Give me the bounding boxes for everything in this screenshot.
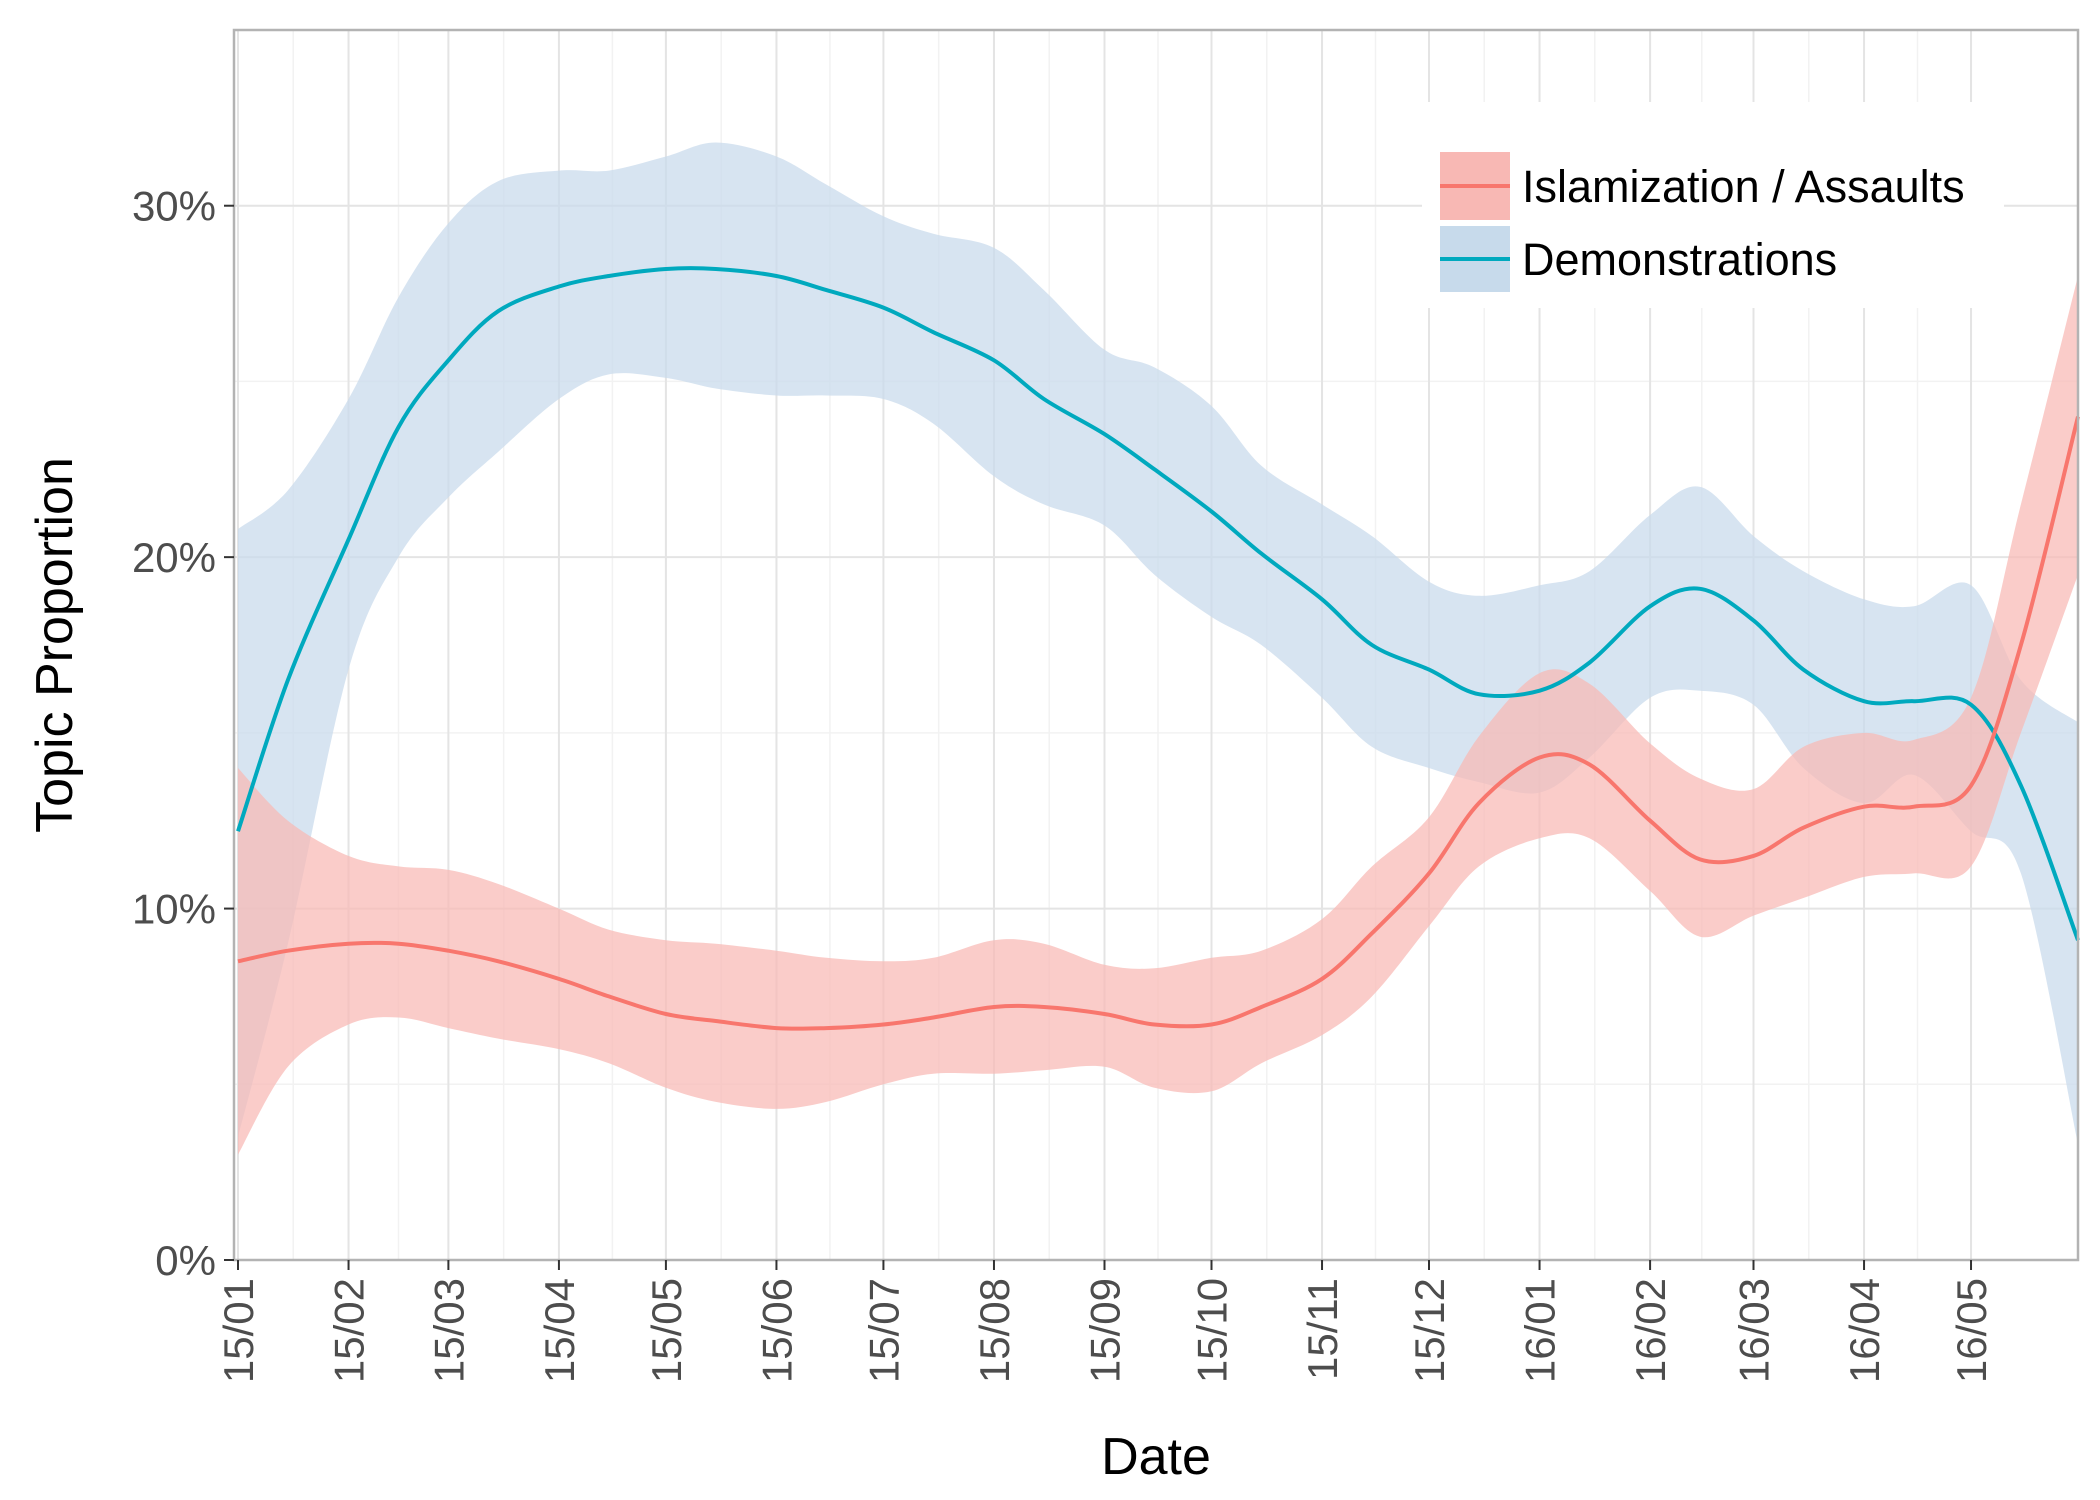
x-tick-label: 16/04: [1841, 1278, 1888, 1383]
confidence-band-demonstrations: [238, 142, 2078, 1144]
x-tick-label: 15/07: [860, 1278, 907, 1383]
x-tick-label: 16/05: [1948, 1278, 1995, 1383]
y-axis: 0% 10% 20% 30%: [132, 183, 234, 1284]
x-tick-label: 15/08: [971, 1278, 1018, 1383]
x-tick-label: 15/01: [215, 1278, 262, 1383]
y-axis-title: Topic Proportion: [26, 457, 84, 833]
y-tick-label: 20%: [132, 534, 216, 581]
series-line-demonstrations: [236, 266, 2080, 941]
x-tick-label: 16/02: [1627, 1278, 1674, 1383]
legend-background: [1422, 102, 2004, 308]
series-lines: [236, 266, 2080, 1031]
x-tick-label: 15/02: [326, 1278, 373, 1383]
x-tick-label: 16/03: [1731, 1278, 1778, 1383]
x-axis-title: Date: [1101, 1428, 1211, 1486]
x-tick-label: 15/05: [643, 1278, 690, 1383]
x-tick-label: 15/06: [753, 1278, 800, 1383]
x-tick-label: 15/11: [1299, 1278, 1346, 1380]
confidence-bands: [238, 142, 2078, 1155]
x-axis: 15/01 15/02 15/03 15/04 15/05 15/06 15/07 15/08…: [215, 1260, 1995, 1383]
x-tick-label: 16/01: [1517, 1278, 1564, 1383]
y-tick-label: 30%: [132, 183, 216, 230]
x-tick-label: 15/03: [425, 1278, 472, 1383]
series-line-islamization: [237, 416, 2080, 1031]
plot-border: [232, 28, 2080, 1262]
confidence-band-islamization: [238, 276, 2078, 1155]
x-tick-label: 15/04: [536, 1278, 583, 1383]
legend: Islamization / Assaults Demonstrations: [1422, 102, 2004, 308]
y-tick-label: 0%: [155, 1237, 216, 1284]
x-tick-label: 15/10: [1188, 1278, 1235, 1383]
y-tick-label: 10%: [132, 886, 216, 933]
legend-label-demonstrations: Demonstrations: [1522, 234, 1837, 285]
x-tick-label: 15/12: [1406, 1278, 1453, 1383]
x-tick-label: 15/09: [1082, 1278, 1129, 1383]
legend-label-islamization: Islamization / Assaults: [1522, 161, 1965, 212]
